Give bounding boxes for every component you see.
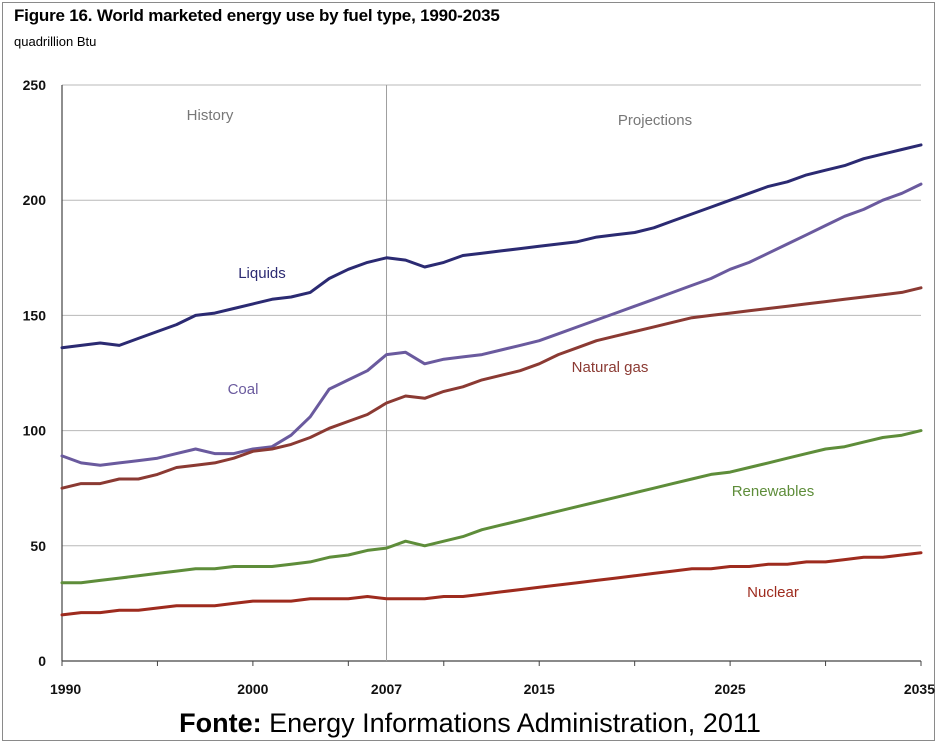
x-tick-label: 2015 [524,681,555,697]
y-tick-label: 200 [23,192,47,208]
source-prefix: Fonte: [179,708,262,738]
source-text: Energy Informations Administration, 2011 [261,708,761,738]
series-line-nuclear [60,551,923,617]
series-label-natural-gas: Natural gas [572,359,649,376]
x-tick-label: 2025 [715,681,746,697]
series-line-coal [60,182,923,467]
y-tick-label: 150 [23,307,47,323]
x-tick-label: 1990 [50,681,81,697]
series-line-renewables [60,429,923,585]
series-line-liquids [60,143,923,350]
series-label-renewables: Renewables [732,483,815,500]
chart-title: Figure 16. World marketed energy use by … [14,6,500,25]
series-label-nuclear: Nuclear [747,584,799,601]
source-caption: Fonte: Energy Informations Administratio… [0,708,940,739]
y-axis-unit-label: quadrillion Btu [14,34,97,49]
y-tick-label: 100 [23,423,47,439]
projections-label: Projections [618,112,692,129]
x-tick-label: 2035 [904,681,935,697]
series-line-natural-gas [60,286,923,490]
x-tick-label: 2000 [237,681,268,697]
y-tick-label: 50 [30,538,46,554]
y-tick-label: 0 [38,653,46,669]
history-label: History [187,107,234,124]
x-tick-label: 2007 [371,681,402,697]
series-label-liquids: Liquids [238,265,286,282]
series-label-coal: Coal [228,381,259,398]
y-tick-label: 250 [23,77,47,93]
